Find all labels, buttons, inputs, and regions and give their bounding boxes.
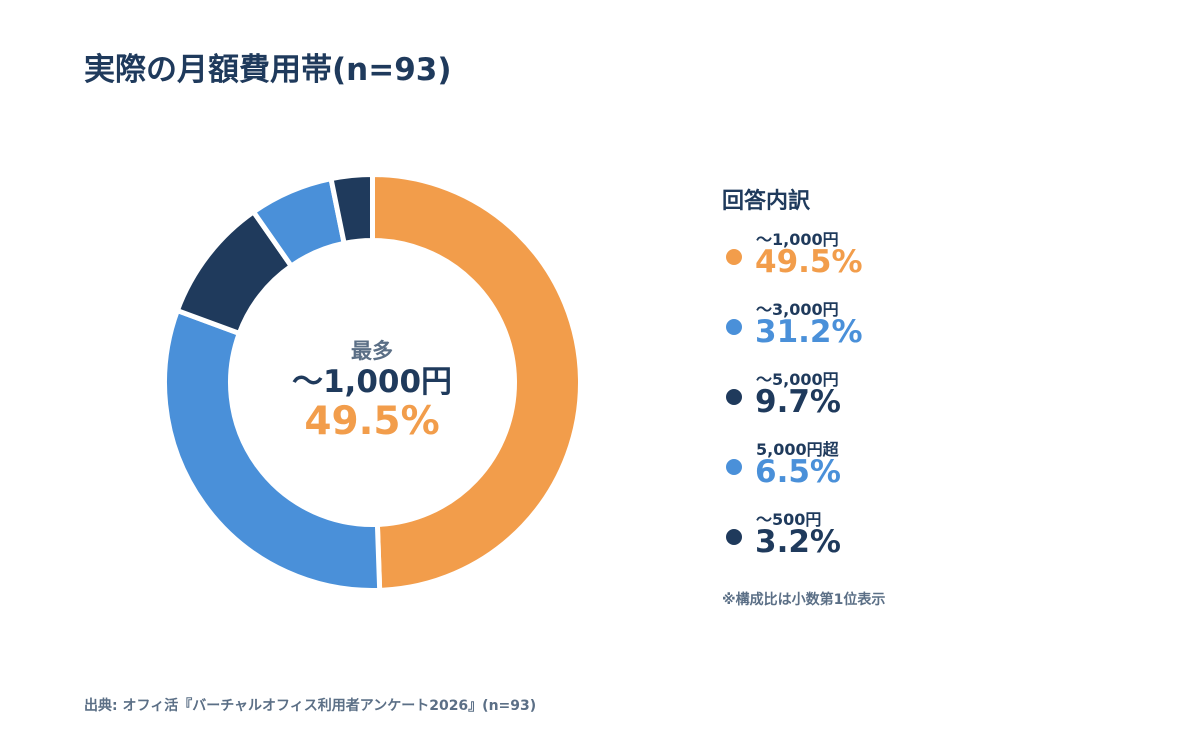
legend-dot [726, 319, 742, 335]
legend-dot [726, 459, 742, 475]
legend-item: 5,000円超 6.5% [722, 432, 1062, 502]
legend-label: 5,000円超 [756, 440, 839, 459]
donut-slice [370, 172, 583, 593]
legend-percent: 6.5% [755, 454, 841, 490]
center-percent: 49.5% [304, 399, 440, 444]
center-label: 最多 [351, 339, 393, 363]
legend-items: 〜1,000円 49.5% 〜3,000円 31.2% 〜5,000円 9.7% 5,000… [722, 222, 1062, 572]
donut-chart [162, 172, 583, 593]
donut-slice [328, 172, 375, 246]
legend-percent: 31.2% [755, 314, 863, 350]
footnote: ※構成比は小数第1位表示 [722, 592, 886, 608]
donut-center: 最多 〜1,000円 49.5% [222, 338, 522, 444]
source-credit: 出典: オフィ活『バーチャルオフィス利用者アンケート2026』(n=93) [84, 698, 537, 714]
legend-item: 〜1,000円 49.5% [722, 222, 1062, 292]
legend-dot [726, 529, 742, 545]
legend-label: 〜500円 [756, 510, 822, 529]
legend-percent: 3.2% [755, 524, 841, 560]
legend-dot [726, 389, 742, 405]
legend-label: 〜3,000円 [756, 300, 839, 319]
legend-label: 〜5,000円 [756, 370, 839, 389]
legend-title: 回答内訳 [722, 189, 811, 214]
legend-item: 〜3,000円 31.2% [722, 292, 1062, 362]
center-value: 〜1,000円 [291, 364, 453, 400]
legend: 回答内訳 〜1,000円 49.5% 〜3,000円 31.2% 〜5,000円 9.7%… [722, 186, 1062, 572]
legend-item: 〜500円 3.2% [722, 502, 1062, 572]
legend-dot [726, 249, 742, 265]
legend-item: 〜5,000円 9.7% [722, 362, 1062, 432]
donut-slice [162, 308, 383, 593]
legend-percent: 9.7% [755, 384, 841, 420]
page-title: 実際の月額費用帯(n=93) [84, 52, 452, 88]
legend-label: 〜1,000円 [756, 230, 839, 249]
legend-percent: 49.5% [755, 244, 863, 280]
